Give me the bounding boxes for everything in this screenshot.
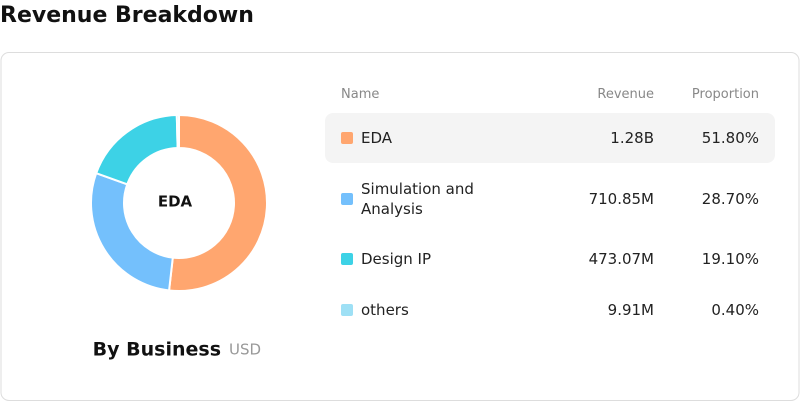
donut: [90, 113, 268, 292]
row-proportion: 28.70%: [701, 190, 759, 208]
column-header: Proportion: [691, 87, 759, 102]
row-proportion: 0.40%: [711, 301, 759, 319]
column-header: Revenue: [597, 87, 654, 102]
row-revenue: 710.85M: [588, 190, 654, 208]
row-revenue: 9.91M: [607, 301, 654, 319]
row-proportion: 19.10%: [701, 250, 759, 268]
legend-swatch: [341, 304, 353, 316]
row-revenue: 1.28B: [610, 129, 654, 147]
row-revenue: 473.07M: [588, 250, 654, 268]
legend-swatch: [341, 132, 353, 144]
legend-swatch: [341, 193, 353, 205]
row-highlight: [325, 113, 775, 163]
row-proportion: 51.80%: [701, 129, 759, 147]
row-name[interactable]: others: [361, 301, 409, 319]
center-label: EDA: [158, 193, 193, 211]
donut-segment[interactable]: [175, 113, 180, 150]
column-header: Name: [341, 87, 380, 102]
page-title: Revenue Breakdown: [0, 3, 254, 28]
unit: USD: [229, 341, 261, 359]
legend-swatch: [341, 253, 353, 265]
row-name[interactable]: Design IP: [361, 250, 432, 268]
row-name[interactable]: EDA: [361, 129, 393, 147]
row-name[interactable]: Simulation and Analysis: [361, 180, 474, 218]
chart-title: By Business: [93, 339, 221, 361]
donut-segment[interactable]: [167, 113, 268, 292]
